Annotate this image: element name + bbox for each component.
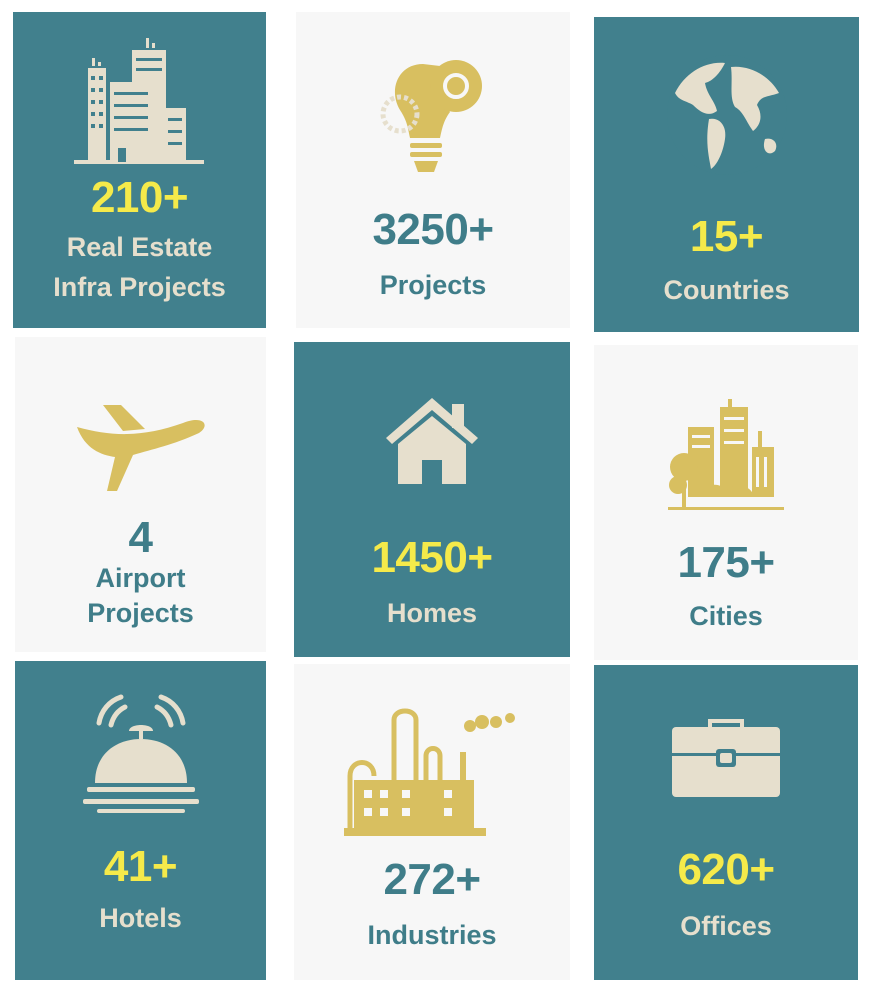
stat-label-line: Offices	[680, 911, 772, 941]
stat-tile-real-estate: 210+ Real Estate Infra Projects	[13, 12, 266, 328]
stat-number: 1450+	[371, 533, 493, 582]
lightbulb-gears-icon	[380, 60, 482, 172]
buildings-icon	[73, 38, 204, 164]
stat-tile-offices: 620+ Offices	[594, 665, 858, 980]
stat-tile-countries: 15+ Countries	[594, 17, 859, 332]
stat-number: 41+	[103, 842, 178, 891]
stat-number: 15+	[689, 212, 764, 261]
stat-label-line: Projects	[87, 598, 194, 628]
stat-tile-projects: 3250+ Projects	[296, 12, 570, 328]
stat-number: 3250+	[372, 205, 494, 254]
stat-label-line: Homes	[386, 598, 478, 628]
stat-number: 210+	[90, 173, 189, 222]
airplane-icon	[76, 405, 205, 491]
stat-label-line: Hotels	[99, 903, 182, 933]
briefcase-icon	[672, 719, 780, 797]
stat-label-line: Cities	[689, 601, 763, 631]
stat-number: 620+	[677, 845, 775, 894]
stat-tile-homes: 1450+ Homes	[294, 342, 570, 657]
stat-label-line: Infra Projects	[53, 272, 226, 302]
stat-number: 175+	[677, 538, 775, 587]
house-icon	[386, 398, 478, 484]
globe-icon	[666, 55, 787, 175]
stat-number: 4	[128, 513, 153, 562]
city-trees-icon	[668, 399, 784, 510]
stat-tile-hotels: 41+ Hotels	[15, 661, 266, 980]
stat-tile-cities: 175+ Cities	[594, 345, 858, 660]
stat-number: 272+	[383, 855, 481, 904]
stat-label-line: Countries	[663, 275, 790, 305]
stat-tile-airports: 4 Airport Projects	[15, 337, 266, 652]
stat-label-line: Airport	[95, 563, 186, 593]
service-bell-icon	[82, 694, 199, 813]
stat-label-line: Real Estate	[66, 232, 213, 262]
stat-tile-industries: 272+ Industries	[294, 664, 570, 980]
factory-icon	[344, 708, 515, 836]
stat-label-line: Industries	[367, 920, 497, 950]
stat-label-line: Projects	[379, 270, 487, 300]
